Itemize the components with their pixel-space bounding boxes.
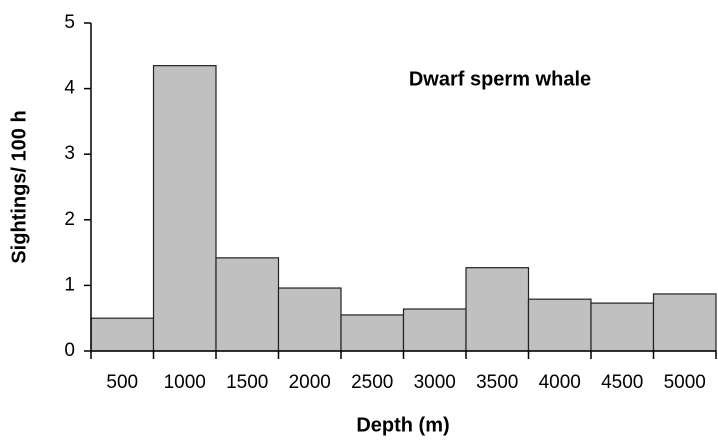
bar <box>590 302 655 352</box>
x-tick-label: 3500 <box>476 372 518 393</box>
y-tick-label: 5 <box>64 12 75 33</box>
y-tick-label: 2 <box>64 209 75 230</box>
x-tick-label: 4000 <box>539 372 581 393</box>
bar <box>152 65 217 352</box>
x-tick-label: 2500 <box>351 372 393 393</box>
bar <box>340 314 405 352</box>
x-tick-label: 3000 <box>414 372 456 393</box>
bar <box>527 298 592 352</box>
x-tick-label: 4500 <box>601 372 643 393</box>
bar <box>652 293 717 352</box>
bar <box>402 308 467 352</box>
x-tick-label: 500 <box>106 372 138 393</box>
x-tick-label: 1500 <box>226 372 268 393</box>
x-tick-label: 1000 <box>164 372 206 393</box>
y-tick-label: 1 <box>64 274 75 295</box>
x-axis-label: Depth (m) <box>356 414 449 436</box>
bar <box>90 317 155 352</box>
y-tick-label: 0 <box>64 340 75 361</box>
x-tick-label: 2000 <box>289 372 331 393</box>
y-axis-label: Sightings/ 100 h <box>8 110 30 263</box>
bar <box>215 257 280 352</box>
bar <box>277 287 342 352</box>
bar <box>465 267 530 352</box>
y-tick-label: 3 <box>64 143 75 164</box>
x-tick-label: 5000 <box>664 372 706 393</box>
annotation: Dwarf sperm whale <box>409 68 591 90</box>
y-tick-label: 4 <box>64 78 75 99</box>
